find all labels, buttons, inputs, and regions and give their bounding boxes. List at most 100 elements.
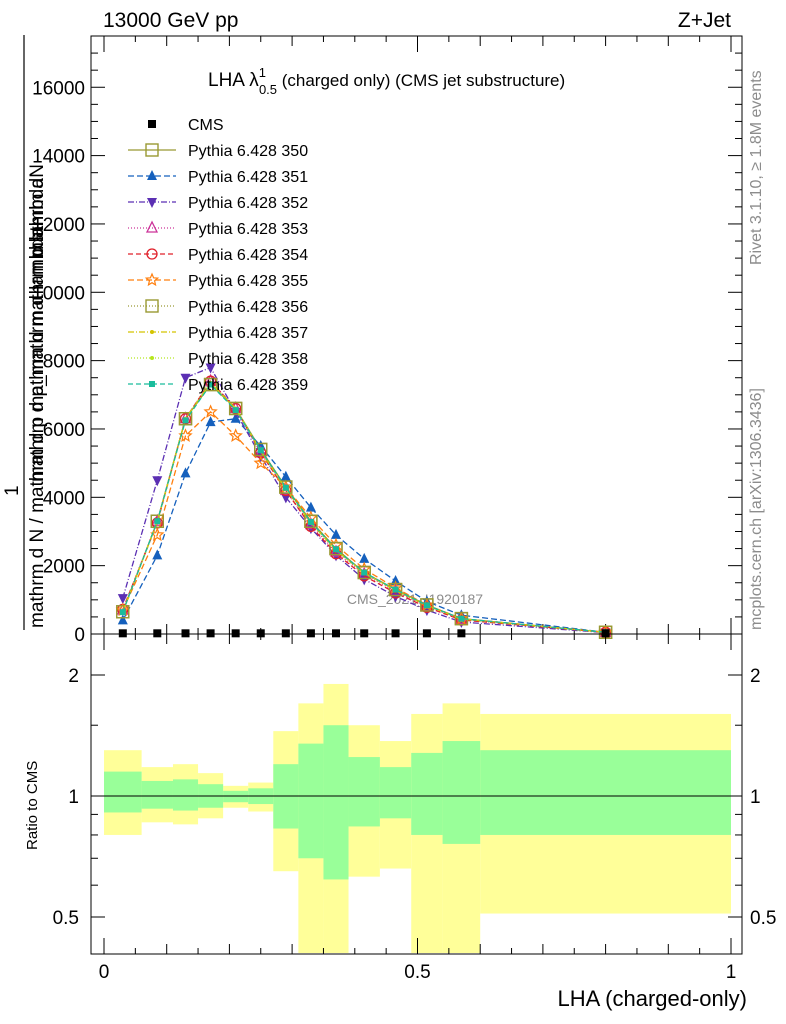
legend-marker: [148, 120, 156, 128]
main-y-tick-label: 8000: [43, 352, 85, 373]
legend-marker: [145, 143, 159, 157]
data-point: [203, 377, 218, 392]
ratio-plot-frame: [90, 633, 743, 955]
data-point: [231, 629, 240, 638]
data-point: [118, 629, 127, 638]
x-tick-label: 1: [726, 962, 737, 983]
data-point: [153, 629, 162, 638]
main-plot-panel: 0 2000 4000 6000 8000 10000 12000 14000 16000 CM…: [32, 35, 743, 646]
ratio-y-tick-label: 0.5: [53, 908, 79, 929]
data-point: [180, 373, 191, 384]
data-point: [253, 455, 269, 470]
legend-entry: Pythia 6.428 356: [128, 299, 308, 316]
main-y-tick-label: 10000: [32, 283, 85, 304]
legend-label: Pythia 6.428 357: [188, 325, 308, 342]
main-series-group: [115, 363, 613, 639]
main-y-axis: 0 2000 4000 6000 8000 10000 12000 14000 16000: [32, 35, 742, 646]
legend-entry: Pythia 6.428 350: [128, 143, 308, 160]
data-point: [180, 467, 191, 478]
legend-entry: Pythia 6.428 352: [128, 195, 308, 212]
data-point: [181, 629, 190, 638]
legend-marker: [145, 299, 159, 313]
main-y-label-line1b: mathrm d p_mathrm d lambda: [27, 227, 48, 482]
ratio-plot-panel: 0.5 0.51 12 2 0 0.5 1: [53, 633, 777, 983]
legend-label: Pythia 6.428 351: [188, 169, 308, 186]
ratio-band-stat-bin: [104, 771, 142, 813]
data-point: [182, 417, 189, 424]
main-y-label-line2: mathrm d N / mathrm d p mathrm d mathrm …: [27, 178, 48, 628]
data-point: [282, 484, 289, 491]
main-y-tick-label: 6000: [43, 420, 85, 441]
data-point: [280, 470, 291, 481]
data-point: [280, 493, 291, 504]
data-point: [230, 402, 242, 415]
data-point: [119, 609, 126, 616]
data-point: [228, 401, 243, 416]
legend-marker: [147, 170, 157, 180]
data-point: [423, 602, 430, 609]
data-point: [207, 381, 214, 388]
main-y-tick-label: 12000: [32, 215, 85, 236]
ratio-band-stat-bin: [348, 757, 380, 827]
series-pythia-6-428-359: [119, 381, 609, 636]
legend-label: Pythia 6.428 358: [188, 351, 308, 368]
legend-entry: Pythia 6.428 355: [128, 272, 308, 290]
data-point: [357, 565, 371, 580]
data-point: [359, 552, 370, 563]
data-point: [256, 629, 265, 638]
ratio-y-tick-label: 2: [68, 666, 79, 687]
main-y-tick-label: 4000: [43, 488, 85, 509]
data-point: [332, 546, 339, 553]
legend-marker: [144, 272, 160, 287]
data-point: [206, 629, 215, 638]
data-point: [279, 480, 293, 494]
ratio-band-stat-bin: [298, 743, 324, 859]
series-cms: [118, 629, 610, 638]
data-point: [388, 582, 403, 597]
data-point: [281, 629, 290, 638]
data-point: [391, 629, 400, 638]
data-point: [205, 363, 216, 374]
data-point: [361, 569, 368, 576]
legend-label: Pythia 6.428 353: [188, 221, 308, 238]
main-y-tick-label: 2000: [43, 557, 85, 578]
data-point: [150, 514, 164, 528]
ratio-y-tick-label-right: 2: [750, 666, 761, 687]
data-point: [257, 447, 264, 454]
data-point: [116, 605, 130, 619]
legend-entry: Pythia 6.428 357: [128, 325, 308, 342]
data-point: [152, 549, 163, 560]
data-point: [422, 629, 431, 638]
legend-marker: [149, 381, 155, 387]
data-point: [154, 518, 161, 525]
header-energy: 13000 GeV pp: [103, 9, 238, 32]
series-line: [122, 383, 606, 633]
x-tick-label: 0.5: [404, 962, 430, 983]
legend-entry: Pythia 6.428 359: [128, 377, 308, 394]
ratio-band-stat-bin: [480, 750, 731, 835]
data-point: [330, 528, 341, 539]
data-point: [305, 501, 316, 512]
data-point: [203, 404, 218, 418]
legend-label: CMS: [188, 117, 224, 134]
legend-marker: [150, 356, 154, 360]
legend-label: Pythia 6.428 356: [188, 299, 308, 316]
ratio-y-axis: 0.5 0.5 1 1 2 2: [53, 666, 777, 929]
data-point: [152, 476, 163, 487]
plot-title-prefix: LHA λ: [208, 70, 259, 91]
data-point: [228, 428, 243, 442]
series-line: [122, 381, 606, 633]
main-y-tick-label: 16000: [32, 78, 85, 99]
main-x-axis-ticks: [103, 36, 732, 634]
main-y-label: mathrm dN mathrm d p_mathrm d lambda 1 m…: [2, 35, 48, 630]
data-point: [390, 575, 401, 586]
legend-entry: Pythia 6.428 353: [128, 220, 308, 238]
data-point: [420, 598, 434, 612]
mcplots-label: mcplots.cern.ch [arXiv:1306.3436]: [748, 388, 765, 630]
ratio-band-stat-bin: [411, 752, 443, 835]
ratio-x-axis: 0 0.5 1: [99, 634, 737, 983]
legend-label: Pythia 6.428 352: [188, 195, 308, 212]
plot-title-sub: 0.5: [259, 82, 277, 97]
data-point: [304, 514, 318, 528]
